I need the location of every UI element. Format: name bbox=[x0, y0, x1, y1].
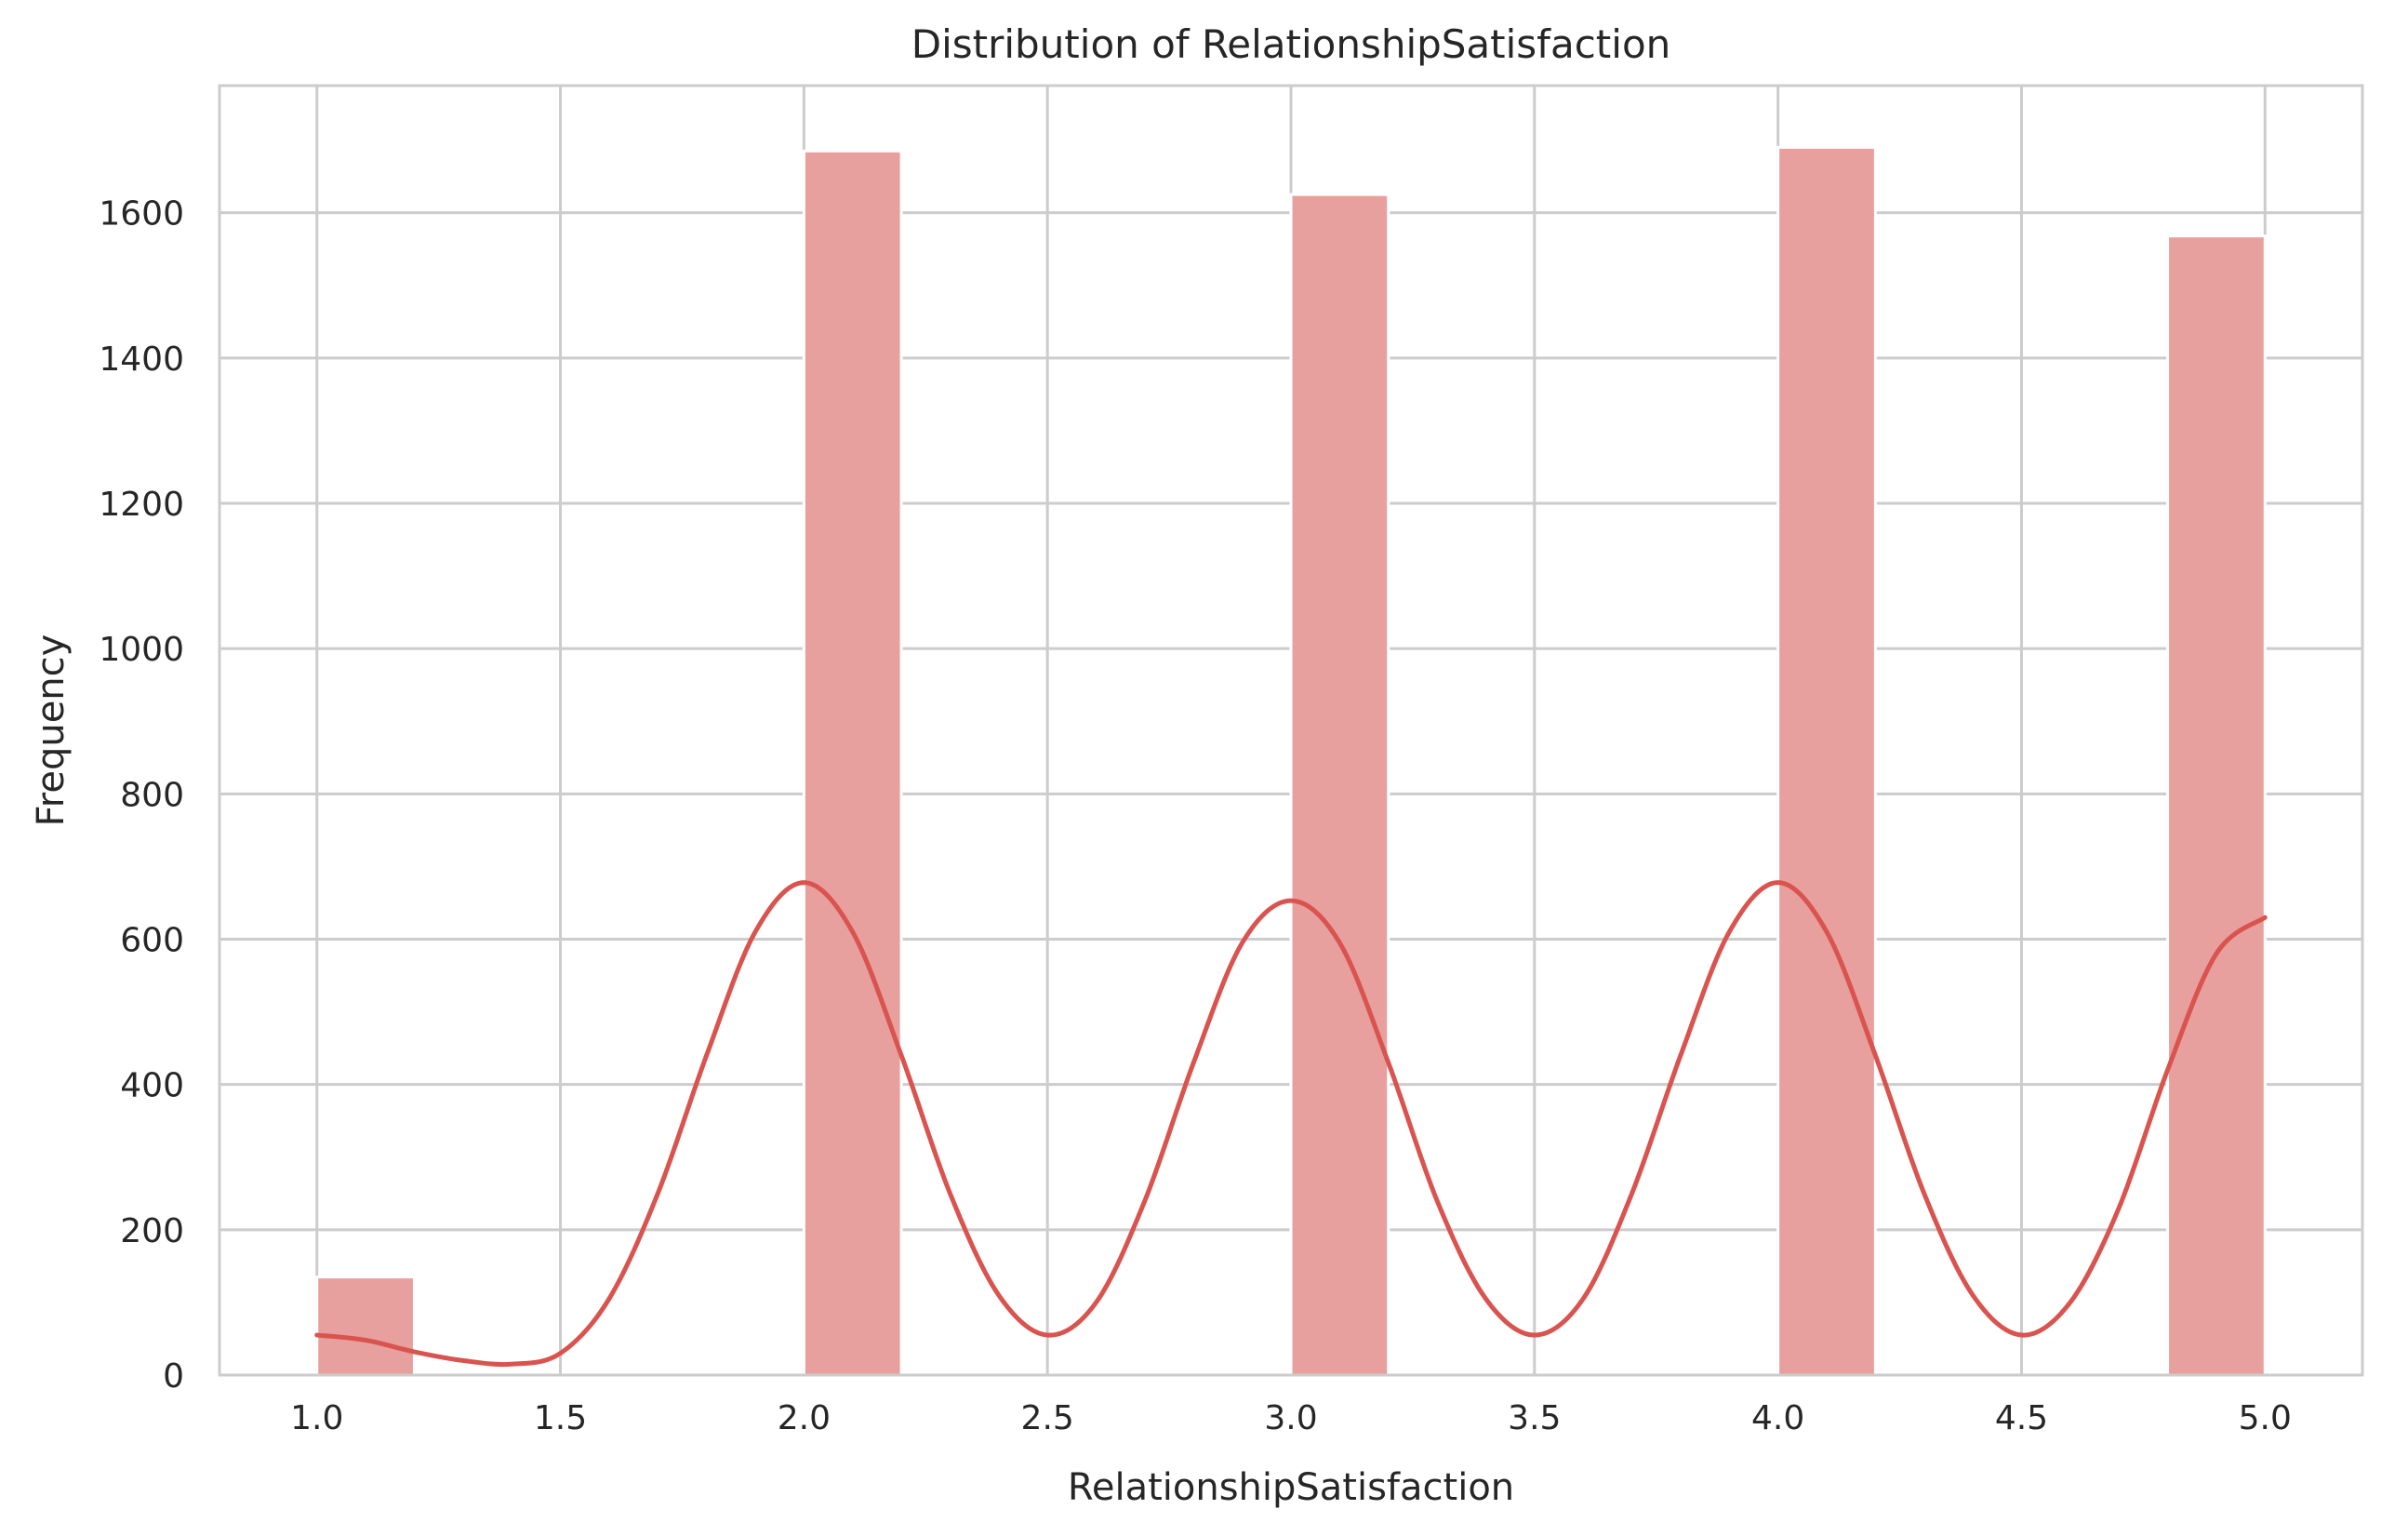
y-tick-label: 200 bbox=[120, 1212, 184, 1250]
plot-frame bbox=[218, 84, 2364, 1377]
x-tick-label: 1.0 bbox=[290, 1399, 343, 1437]
y-axis-ticks: 0 200 400 600 800 1000 1200 1400 1600 bbox=[99, 195, 184, 1396]
y-tick-label: 1400 bbox=[99, 341, 184, 379]
histogram-bar bbox=[802, 149, 903, 1377]
x-tick-label: 5.0 bbox=[2239, 1399, 2292, 1437]
y-tick-label: 800 bbox=[120, 776, 184, 814]
y-tick-label: 1200 bbox=[99, 486, 184, 524]
x-tick-label: 4.5 bbox=[1995, 1399, 2048, 1437]
y-axis-label: Frequency bbox=[30, 634, 73, 827]
x-tick-label: 4.0 bbox=[1751, 1399, 1804, 1437]
bars bbox=[315, 145, 2267, 1377]
y-tick-label: 0 bbox=[163, 1357, 184, 1396]
y-tick-label: 600 bbox=[120, 921, 184, 959]
kde-curve bbox=[314, 880, 2268, 1368]
y-tick-label: 1000 bbox=[99, 631, 184, 669]
chart-title: Distribution of RelationshipSatisfaction bbox=[911, 21, 1671, 67]
x-tick-label: 2.5 bbox=[1021, 1399, 1074, 1437]
x-axis-label: RelationshipSatisfaction bbox=[1068, 1466, 1514, 1509]
x-tick-label: 1.5 bbox=[534, 1399, 587, 1437]
kde-line bbox=[314, 880, 2268, 1368]
histogram-bar bbox=[2166, 234, 2267, 1377]
x-axis-ticks: 1.0 1.5 2.0 2.5 3.0 3.5 4.0 4.5 5.0 bbox=[290, 1399, 2292, 1437]
y-tick-label: 1600 bbox=[99, 195, 184, 234]
x-tick-label: 2.0 bbox=[778, 1399, 831, 1437]
y-tick-label: 400 bbox=[120, 1067, 184, 1105]
histogram-bar bbox=[315, 1276, 416, 1377]
x-tick-label: 3.5 bbox=[1508, 1399, 1561, 1437]
x-tick-label: 3.0 bbox=[1264, 1399, 1317, 1437]
histogram-bar bbox=[1776, 145, 1877, 1377]
histogram-bar bbox=[1289, 193, 1390, 1377]
